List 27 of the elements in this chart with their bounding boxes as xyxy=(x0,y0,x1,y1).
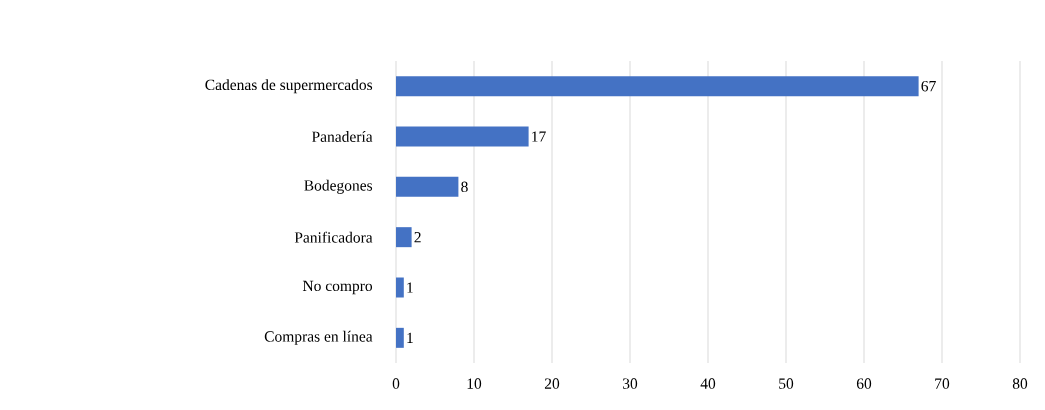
x-tick-label: 70 xyxy=(935,378,950,389)
data-label: 17 xyxy=(532,131,546,142)
bar xyxy=(396,327,404,348)
bar xyxy=(396,126,529,147)
data-label: 8 xyxy=(461,181,468,193)
bar xyxy=(396,227,412,248)
data-label: 1 xyxy=(407,332,413,343)
x-tick-label: 0 xyxy=(392,378,400,389)
data-label: 67 xyxy=(921,80,936,92)
y-tick-label: Bodegones xyxy=(304,179,373,194)
x-tick-label: 20 xyxy=(544,378,560,389)
y-tick-label: No compro xyxy=(302,280,373,295)
data-label: 2 xyxy=(414,232,421,243)
x-tick-label: 80 xyxy=(1012,378,1028,389)
data-label: 1 xyxy=(407,282,413,293)
y-tick-label: Cadenas de supermercados xyxy=(205,79,373,94)
x-tick-label: 40 xyxy=(700,378,716,389)
bar xyxy=(396,176,459,197)
y-tick-label: Compras en línea xyxy=(264,330,373,345)
x-tick-label: 30 xyxy=(622,378,638,389)
x-tick-label: 50 xyxy=(779,378,794,389)
bar xyxy=(396,277,404,298)
y-tick-label: Panificadora xyxy=(294,231,373,243)
bar xyxy=(396,76,919,97)
x-tick-label: 10 xyxy=(467,378,482,389)
x-tick-label: 60 xyxy=(856,378,872,389)
y-tick-label: Panadería xyxy=(311,131,373,142)
